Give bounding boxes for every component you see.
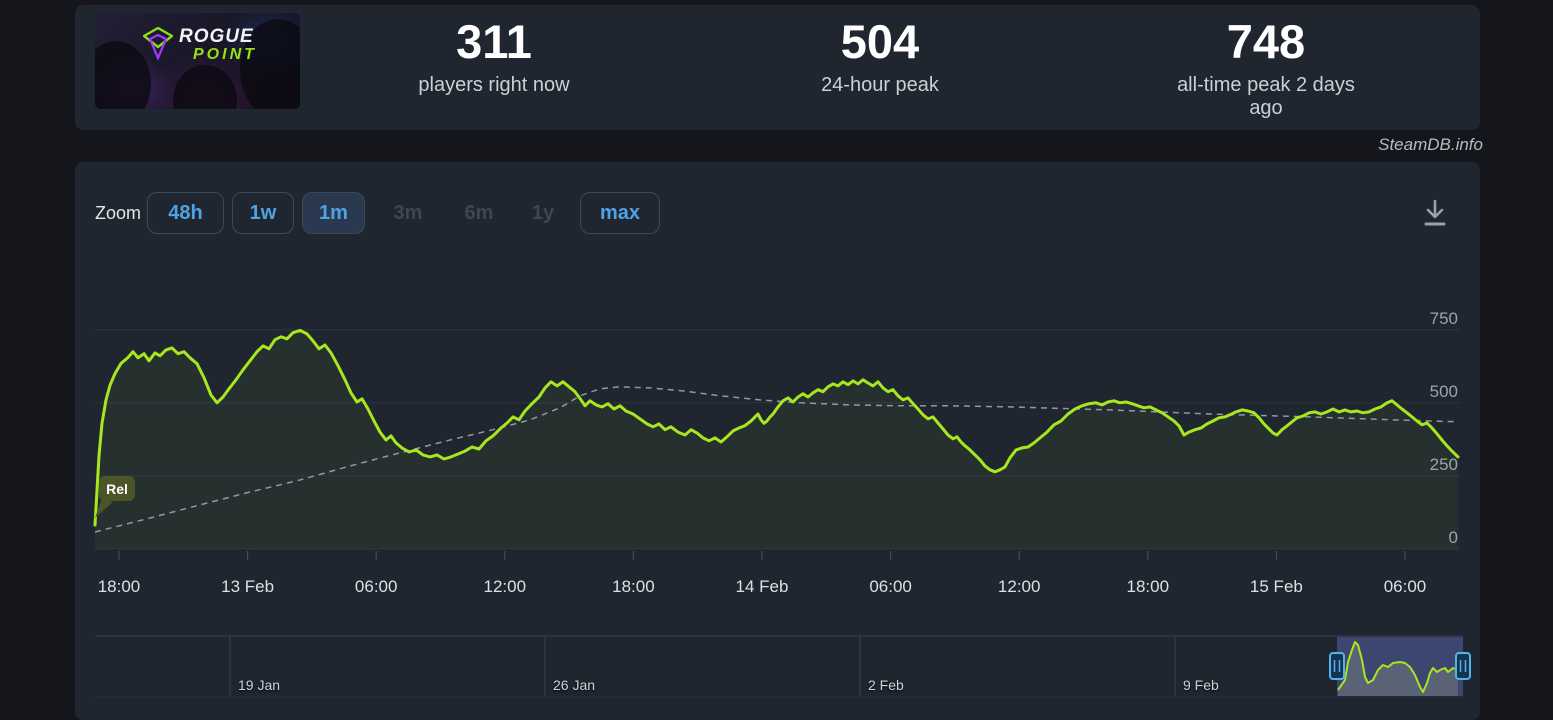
stat-24h-peak: 504 24-hour peak — [821, 17, 939, 97]
x-axis-tick-label: 18:00 — [1127, 577, 1170, 596]
release-marker-tail — [95, 498, 113, 518]
x-axis-tick-label: 12:00 — [998, 577, 1041, 596]
stat-value: 311 — [456, 15, 532, 68]
players-area-fill — [95, 330, 1458, 549]
release-marker-badge — [99, 476, 135, 501]
stat-value: 504 — [840, 15, 920, 68]
game-logo-text-1: ROGUE — [179, 26, 254, 47]
x-axis-tick-label: 06:00 — [1384, 577, 1427, 596]
player-count-chart[interactable]: 750 500 250 0 18:00 13 Feb 06:00 12:00 18:00 14 F… — [75, 162, 1480, 720]
x-axis-tick-label: 15 Feb — [1250, 577, 1303, 596]
stat-current-players: 311 players right now — [418, 17, 569, 97]
stat-label: players right now — [418, 74, 570, 97]
x-axis-tick-label: 14 Feb — [736, 577, 789, 596]
x-axis-tick-label: 06:00 — [355, 577, 398, 596]
players-line — [93, 328, 1460, 527]
navigator-date-label: 2 Feb — [868, 677, 904, 693]
zoom-button-1m[interactable]: 1m — [302, 192, 365, 234]
stat-alltime-peak: 748 all-time peak 2 days ago — [1159, 17, 1373, 120]
zoom-toolbar: Zoom 48h 1w 1m 3m 6m 1y max — [95, 191, 668, 235]
zoom-button-1w[interactable]: 1w — [232, 192, 294, 234]
navigator-date-label: 9 Feb — [1183, 677, 1219, 693]
navigator-spark-line — [1337, 641, 1459, 693]
x-axis-tick-label: 18:00 — [98, 577, 141, 596]
x-axis-tick-label: 13 Feb — [221, 577, 274, 596]
game-capsule-image[interactable]: ROGUE POINT — [95, 13, 300, 109]
game-logo-emblem-icon — [143, 27, 173, 61]
navigator-handle-right[interactable] — [1455, 652, 1471, 680]
x-axis-tick-label: 12:00 — [484, 577, 527, 596]
y-axis-tick-label: 0 — [1449, 528, 1458, 547]
y-axis-tick-label: 750 — [1430, 309, 1458, 328]
x-axis-tick-label: 06:00 — [869, 577, 912, 596]
navigator-date-label: 19 Jan — [238, 677, 280, 693]
x-axis-tick-label: 18:00 — [612, 577, 655, 596]
y-axis-tick-label: 250 — [1430, 455, 1458, 474]
zoom-button-max[interactable]: max — [580, 192, 660, 234]
game-logo: ROGUE POINT — [143, 27, 257, 63]
capsule-art-shape — [240, 19, 300, 109]
zoom-button-3m-disabled: 3m — [393, 201, 423, 224]
trend-dashed-line — [94, 386, 1459, 533]
zoom-label: Zoom — [95, 202, 142, 223]
stat-value: 748 — [1226, 15, 1306, 68]
header-panel: ROGUE POINT 311 players right now 504 24… — [75, 5, 1480, 130]
chart-panel: Zoom 48h 1w 1m 3m 6m 1y max 750 500 250 0 18… — [75, 162, 1480, 720]
stat-label: 24-hour peak — [821, 74, 939, 97]
capsule-art-shape — [173, 65, 237, 109]
navigator-handle-left[interactable] — [1329, 652, 1345, 680]
zoom-button-6m-disabled: 6m — [464, 201, 494, 224]
navigator-date-label: 26 Jan — [553, 677, 595, 693]
game-logo-text-2: POINT — [193, 46, 257, 63]
zoom-button-1y-disabled: 1y — [531, 201, 555, 224]
download-icon[interactable] — [1418, 194, 1452, 232]
steamdb-watermark: SteamDB.info — [1378, 135, 1483, 154]
release-marker-label: Rel — [106, 481, 128, 497]
zoom-button-48h[interactable]: 48h — [147, 192, 224, 234]
stat-label: all-time peak 2 days ago — [1177, 74, 1355, 120]
y-axis-tick-label: 500 — [1430, 382, 1458, 401]
